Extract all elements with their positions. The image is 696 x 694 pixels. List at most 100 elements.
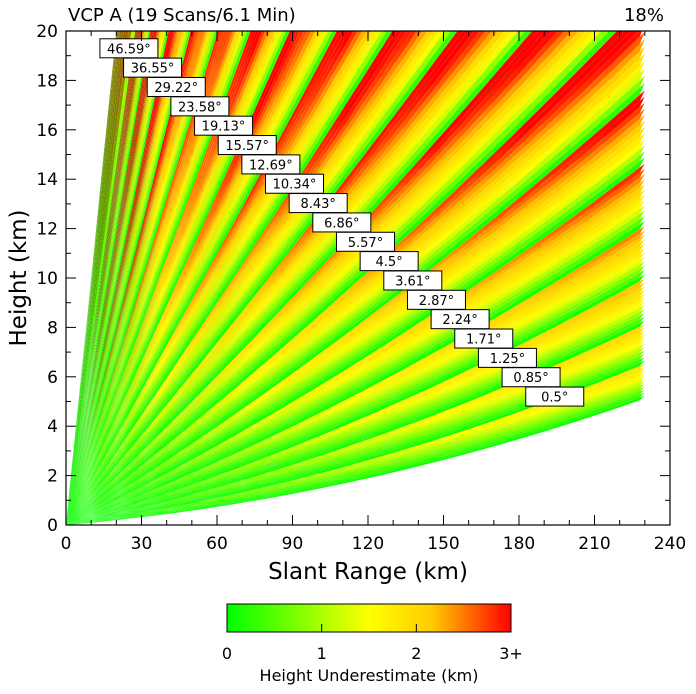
coverage-wedge	[66, 31, 118, 525]
coverage-wedge	[66, 31, 193, 525]
coverage-wedge	[66, 31, 387, 525]
coverage-wedge	[66, 31, 148, 525]
y-tick-label: 20	[36, 22, 58, 42]
coverage-wedge	[66, 31, 609, 525]
coverage-wedge	[66, 31, 175, 525]
coverage-wedge	[66, 31, 486, 525]
coverage-wedge	[66, 31, 122, 525]
elevation-angle-label: 2.24°	[442, 313, 477, 328]
coverage-wedge	[66, 31, 185, 525]
coverage-wedge	[66, 31, 121, 525]
coverage-wedge	[66, 31, 119, 525]
coverage-wedge	[66, 31, 171, 525]
y-tick-label: 14	[36, 170, 58, 190]
elevation-angle-label: 15.57°	[225, 139, 269, 154]
coverage-wedge	[66, 31, 172, 525]
coverage-wedge	[66, 31, 458, 525]
coverage-wedge	[66, 31, 463, 525]
elevation-angle-label: 19.13°	[202, 120, 246, 135]
coverage-wedge	[66, 31, 533, 525]
coverage-wedge	[66, 31, 206, 525]
coverage-wedge	[66, 31, 469, 525]
coverage-wedge	[66, 31, 594, 525]
coverage-wedge	[66, 31, 197, 525]
coverage-wedge	[66, 31, 248, 525]
elevation-angle-label: 10.34°	[273, 178, 317, 193]
colorbar-tick-label: 3+	[499, 644, 523, 663]
coverage-wedge	[66, 31, 439, 525]
x-tick-label: 180	[503, 534, 535, 554]
coverage-wedge	[66, 31, 143, 525]
coverage-wedge	[66, 31, 167, 525]
coverage-field	[66, 31, 645, 525]
coverage-wedge	[66, 31, 262, 525]
colorbar-tick-label: 1	[317, 644, 327, 663]
coverage-wedge	[66, 31, 245, 525]
elevation-angle-label: 0.85°	[513, 371, 548, 386]
coverage-wedge	[66, 31, 417, 525]
coverage-wedge	[66, 31, 191, 525]
coverage-wedge	[66, 31, 223, 525]
coverage-wedge	[66, 31, 480, 525]
y-tick-label: 16	[36, 121, 58, 141]
x-tick-label: 240	[654, 534, 686, 554]
elevation-angle-label: 4.5°	[376, 255, 403, 270]
coverage-wedge	[66, 31, 117, 525]
coverage-wedge	[66, 31, 518, 525]
coverage-wedge	[66, 31, 159, 525]
elevation-angle-label: 2.87°	[419, 294, 454, 309]
x-tick-label: 210	[578, 534, 610, 554]
y-tick-label: 10	[36, 269, 58, 289]
coverage-wedge	[66, 31, 126, 525]
coverage-wedge	[66, 31, 140, 525]
y-tick-label: 4	[47, 417, 58, 437]
coverage-wedge	[66, 31, 201, 525]
colorbar-title: Height Underestimate (km)	[260, 666, 479, 685]
x-tick-label: 60	[206, 534, 228, 554]
coverage-wedge	[66, 31, 434, 525]
coverage-percent: 18%	[623, 5, 664, 26]
coverage-wedge	[66, 31, 407, 525]
coverage-wedge	[66, 31, 382, 525]
colorbar: 0 1 2 3+ Height Underestimate (km)	[222, 603, 523, 685]
coverage-wedge	[66, 31, 156, 525]
coverage-wedge	[66, 31, 572, 525]
coverage-wedge	[66, 31, 153, 525]
coverage-wedge	[66, 31, 228, 525]
x-tick-label: 150	[427, 534, 459, 554]
x-tick-label: 120	[352, 534, 384, 554]
coverage-wedge	[66, 31, 169, 525]
coverage-wedge	[66, 31, 195, 525]
coverage-wedge	[66, 31, 136, 525]
coverage-wedge	[66, 31, 221, 525]
coverage-wedge	[66, 31, 160, 525]
coverage-wedge	[66, 31, 586, 525]
coverage-wedge	[66, 31, 579, 525]
colorbar-tick-label: 2	[411, 644, 421, 663]
coverage-wedge	[66, 31, 266, 525]
coverage-wedge	[66, 31, 117, 525]
coverage-wedge	[66, 31, 118, 525]
coverage-wedge	[66, 31, 157, 525]
elevation-angle-label: 1.71°	[466, 333, 501, 348]
coverage-wedge	[66, 31, 251, 525]
coverage-wedge	[66, 31, 552, 525]
elevation-angle-label: 1.25°	[490, 352, 525, 367]
coverage-wedge	[66, 31, 239, 525]
x-tick-label: 90	[282, 534, 304, 554]
y-tick-label: 0	[47, 516, 58, 536]
elevation-angle-label: 5.57°	[348, 236, 383, 251]
coverage-wedge	[66, 31, 254, 525]
coverage-wedge	[66, 31, 539, 525]
coverage-wedge	[66, 31, 181, 525]
y-tick-label: 6	[47, 368, 58, 388]
coverage-wedge	[66, 31, 213, 525]
coverage-wedge	[66, 31, 230, 525]
y-tick-label: 8	[47, 318, 58, 338]
elevation-angle-label: 8.43°	[300, 197, 335, 212]
elevation-angle-label: 12.69°	[249, 158, 293, 173]
colorbar-tick-label: 0	[222, 644, 232, 663]
coverage-wedge	[66, 31, 526, 525]
coverage-wedge	[66, 31, 218, 525]
coverage-wedge	[66, 31, 225, 525]
